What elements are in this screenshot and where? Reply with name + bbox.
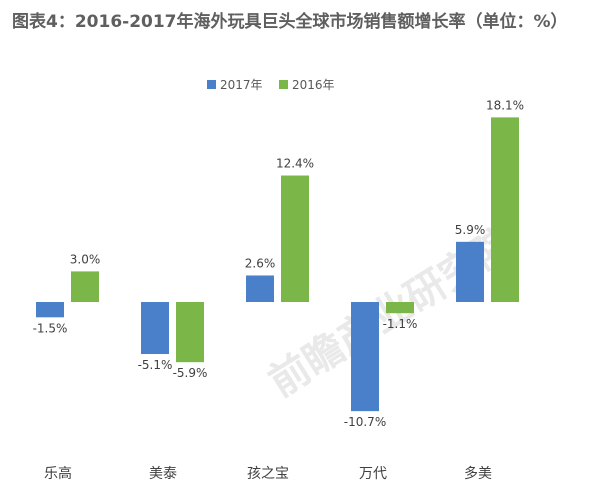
- legend: 2017年 2016年: [207, 78, 335, 92]
- value-label-1-4: 18.1%: [486, 98, 524, 112]
- bar-1-1: [176, 302, 204, 363]
- category-label-2: 孩之宝: [247, 466, 289, 482]
- value-label-0-3: -10.7%: [344, 415, 386, 429]
- legend-label-0: 2017年: [220, 78, 263, 92]
- legend-swatch-0: [207, 80, 216, 89]
- value-label-0-1: -5.1%: [138, 358, 173, 372]
- legend-label-1: 2016年: [292, 78, 335, 92]
- value-label-0-0: -1.5%: [33, 321, 68, 335]
- bar-1-3: [386, 302, 414, 314]
- bar-0-4: [456, 241, 484, 302]
- bar-0-2: [246, 275, 274, 302]
- value-label-1-3: -1.1%: [383, 317, 418, 331]
- chart-title: 图表4：2016-2017年海外玩具巨头全球市场销售额增长率（单位：%）: [12, 12, 568, 32]
- value-labels: -1.5% -5.1% 2.6% -10.7% 5.9% 3.0% -5.9% 12.4% -1…: [33, 98, 524, 429]
- bar-0-3: [351, 302, 379, 412]
- value-label-1-2: 12.4%: [276, 157, 314, 171]
- bar-0-0: [36, 302, 64, 318]
- value-label-1-0: 3.0%: [70, 252, 101, 266]
- category-label-4: 多美: [464, 465, 492, 482]
- value-label-1-1: -5.9%: [173, 366, 208, 380]
- category-label-1: 美泰: [149, 466, 177, 482]
- value-label-0-2: 2.6%: [245, 256, 276, 270]
- bar-0-1: [141, 302, 169, 355]
- legend-swatch-1: [279, 80, 288, 89]
- bar-1-2: [281, 175, 309, 302]
- category-labels: 乐高 美泰 孩之宝 万代 多美: [44, 465, 492, 482]
- bars: [36, 117, 519, 412]
- category-label-0: 乐高: [44, 465, 72, 482]
- bar-1-0: [71, 271, 99, 302]
- value-label-0-4: 5.9%: [455, 223, 486, 237]
- bar-1-4: [491, 117, 519, 302]
- category-label-3: 万代: [359, 466, 387, 482]
